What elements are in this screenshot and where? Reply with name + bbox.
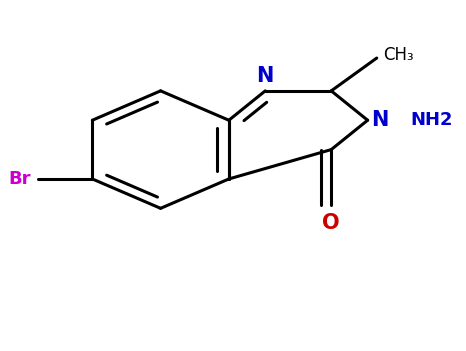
Text: Br: Br (8, 170, 31, 188)
Text: CH₃: CH₃ (384, 46, 414, 64)
Text: NH2: NH2 (411, 111, 453, 129)
Text: O: O (322, 213, 340, 233)
Text: N: N (257, 66, 274, 86)
Text: N: N (371, 110, 389, 130)
